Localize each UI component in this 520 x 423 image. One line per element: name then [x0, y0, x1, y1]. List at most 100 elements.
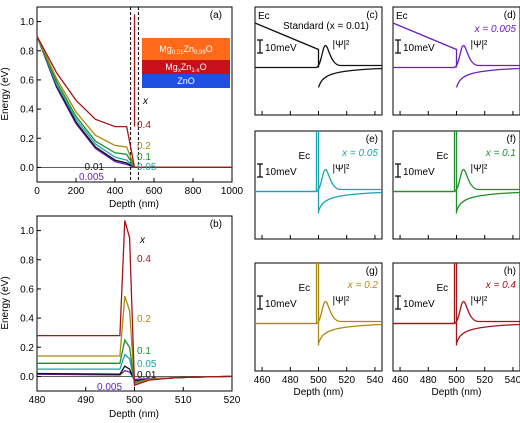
- x-tick-label: 460: [392, 375, 409, 386]
- wavefunction-label: |Ψ|²: [333, 295, 351, 306]
- x-tick-label: 500: [126, 395, 143, 406]
- x-tick-label: 800: [185, 186, 202, 197]
- wavefunction-label: |Ψ|²: [471, 295, 489, 306]
- x-tick-label: 520: [338, 375, 355, 386]
- panel-b-ylabel: Energy (eV): [0, 276, 11, 329]
- wavefunction-curve: [393, 300, 520, 325]
- y-tick-label: 0.4: [20, 105, 34, 116]
- panel-a-series: [36, 35, 232, 169]
- y-tick-label: 0.6: [20, 284, 34, 295]
- panel-a-label: (a): [210, 10, 222, 21]
- band-label: Ec: [437, 151, 449, 162]
- panel-b-label: (b): [210, 219, 222, 230]
- band-label: Ec: [299, 151, 311, 162]
- x-value-label: x = 0.2: [347, 280, 379, 291]
- series-label-0.1: 0.1: [137, 152, 151, 163]
- panel-label: (g): [366, 266, 378, 277]
- panel-b-frame: [36, 215, 233, 392]
- series-label-0.05: 0.05: [137, 162, 157, 173]
- x-tick-label: 510: [175, 395, 192, 406]
- y-tick-label: 0.2: [20, 343, 34, 354]
- x-tick-label: 520: [224, 395, 241, 406]
- x-value-label: x = 0.4: [485, 280, 517, 291]
- wavefunction-curve: [255, 168, 382, 193]
- scale-bar-label: 10meV: [265, 43, 297, 54]
- x-tick-label: 540: [505, 375, 520, 386]
- band-bending-curve: [317, 67, 383, 88]
- panel-label: (c): [366, 10, 378, 21]
- x-tick-label: 480: [282, 375, 299, 386]
- layer-zno-label: ZnO: [177, 76, 195, 86]
- panel-b-ticks: 480 490 500 510 520 0.0 0.2 0.4 0.6 0.8 1.0: [20, 226, 241, 406]
- layer-mgzno-box: [142, 38, 230, 60]
- panel-b-series: [36, 220, 233, 387]
- scale-bar-label: 10meV: [403, 299, 435, 310]
- x-tick-label: 490: [77, 395, 94, 406]
- series-label-0.005: 0.005: [79, 172, 104, 183]
- panel-b: 480 490 500 510 520 0.0 0.2 0.4 0.6 0.8 1.0 (b) En…: [0, 215, 241, 420]
- series-label-0.05: 0.05: [137, 359, 157, 370]
- x-tick-label: 520: [476, 375, 493, 386]
- panel-b-xlabel: Depth (nm): [109, 409, 159, 420]
- band-label: Ec: [437, 283, 449, 294]
- band-label: Ec: [258, 11, 270, 22]
- series-label-0.005: 0.005: [97, 382, 122, 393]
- y-tick-label: 0.8: [20, 46, 34, 57]
- series-label-0.4: 0.4: [137, 120, 151, 131]
- band-edge-line: [392, 22, 458, 68]
- series-label-0.4: 0.4: [137, 254, 151, 265]
- wavefunction-curve: [255, 300, 382, 325]
- panel-label: (f): [507, 134, 516, 145]
- y-tick-label: 0.4: [20, 314, 34, 325]
- panel-b-legend-title: x: [139, 235, 146, 246]
- panel-a-legend-title: x: [142, 96, 149, 107]
- wavefunction-label: |Ψ|²: [333, 39, 351, 50]
- panel-c: 10meV Ec |Ψ|² (c)Standard (x = 0.01): [254, 6, 383, 116]
- x-tick-label: 400: [107, 186, 124, 197]
- y-tick-label: 0.0: [20, 372, 34, 383]
- x-tick-label: 540: [367, 375, 384, 386]
- wavefunction-curve: [393, 168, 520, 193]
- series-label-0.01: 0.01: [85, 162, 105, 173]
- band-bending-curve: [455, 67, 520, 88]
- layer-zno-box: [142, 74, 230, 88]
- series-label-0.01: 0.01: [137, 370, 157, 381]
- series-line-0.4: [37, 220, 233, 387]
- x-value-label: x = 0.05: [341, 148, 378, 159]
- x-tick-label: 0: [34, 186, 40, 197]
- x-tick-label: 500: [310, 375, 327, 386]
- panel-label: (d): [504, 10, 516, 21]
- panel-label: (e): [366, 134, 378, 145]
- wavefunction-curve: [255, 44, 382, 69]
- y-tick-label: 0.2: [20, 134, 34, 145]
- x-tick-label: 460: [254, 375, 271, 386]
- x-value-label: x = 0.1: [485, 148, 516, 159]
- band-bending-curve: [317, 191, 383, 212]
- band-label: Ec: [299, 283, 311, 294]
- wavefunction-curve: [393, 44, 520, 69]
- x-value-label: x = 0.005: [474, 24, 517, 35]
- layer-mgxzn-box: [142, 60, 230, 74]
- y-tick-label: 1.0: [20, 17, 34, 28]
- x-axis-label: Depth (nm): [293, 387, 343, 398]
- scale-bar-label: 10meV: [403, 43, 435, 54]
- panel-a-dashed-markers: [130, 7, 139, 182]
- x-axis-label: Depth (nm): [431, 387, 481, 398]
- band-label: Ec: [396, 11, 408, 22]
- y-tick-label: 0.6: [20, 75, 34, 86]
- scale-bar-label: 10meV: [265, 299, 297, 310]
- band-bending-curve: [455, 191, 520, 212]
- series-label-0.1: 0.1: [137, 346, 151, 357]
- band-edge-line: [254, 22, 320, 68]
- wavefunction-label: |Ψ|²: [333, 163, 351, 174]
- wavefunction-label: |Ψ|²: [471, 39, 489, 50]
- series-label-0.2: 0.2: [137, 141, 151, 152]
- band-bending-curve: [317, 323, 383, 344]
- x-tick-label: 200: [68, 186, 85, 197]
